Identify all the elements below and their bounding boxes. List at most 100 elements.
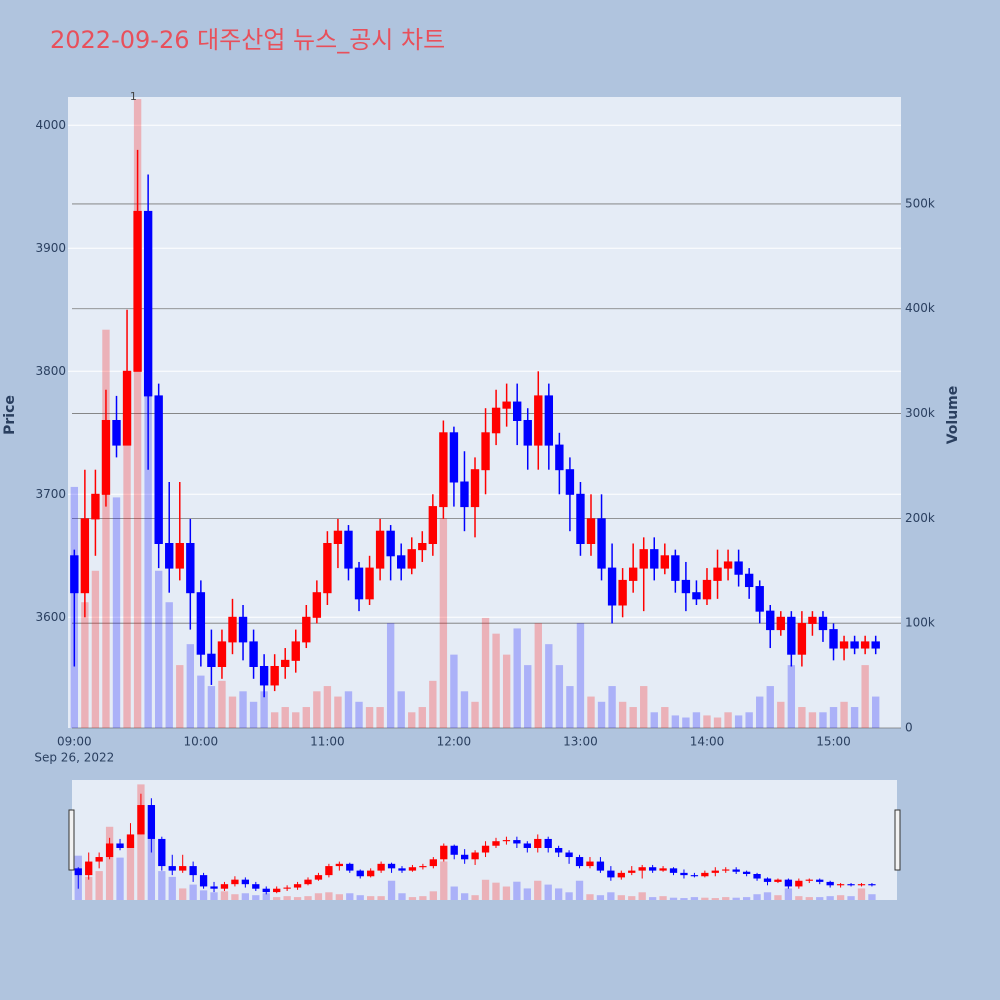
candle-body <box>734 561 743 575</box>
slider-volume-bar <box>168 876 176 900</box>
y2-tick-label: 300k <box>905 406 935 420</box>
slider-candle-body <box>293 884 302 888</box>
candle-body <box>91 493 100 520</box>
volume-bar <box>365 707 374 728</box>
volume-bar <box>861 665 869 728</box>
candle-body <box>344 530 353 569</box>
candle-body <box>365 567 374 600</box>
candle-body <box>671 555 680 581</box>
slider-candle-body <box>419 866 427 868</box>
candle-body <box>112 419 121 446</box>
candle-body <box>386 530 395 557</box>
range-slider[interactable] <box>72 780 897 900</box>
candle-body <box>418 542 427 551</box>
slider-candle-body <box>795 880 803 887</box>
volume-bar <box>418 707 426 728</box>
candle-body <box>607 567 617 606</box>
slider-volume-bar <box>648 897 657 900</box>
slider-candle-body <box>554 847 563 853</box>
volume-bar <box>218 680 226 728</box>
slider-candle-body <box>523 843 531 848</box>
volume-bar <box>133 99 142 729</box>
slider-handle[interactable] <box>68 809 75 871</box>
slider-volume-bar <box>335 894 343 900</box>
candle-body <box>101 419 111 495</box>
slider-candle-body <box>241 879 250 885</box>
volume-bar <box>439 518 448 728</box>
volume-bar <box>112 497 121 728</box>
candle-body <box>122 370 132 446</box>
candle-body <box>692 592 701 600</box>
slider-candle-body <box>711 870 719 873</box>
volume-bar <box>798 707 806 728</box>
slider-volume-bar <box>440 861 448 900</box>
candle-body <box>354 567 364 600</box>
y2-axis-title: Volume <box>945 386 961 445</box>
candle-body <box>639 549 648 569</box>
slider-candle-body <box>137 805 145 835</box>
slider-volume-bar <box>346 893 354 900</box>
slider-handle[interactable] <box>894 809 901 871</box>
slider-candle-body <box>659 868 667 871</box>
slider-candle-body <box>774 879 782 882</box>
volume-bar <box>450 654 458 728</box>
volume-bar <box>228 696 237 728</box>
slider-volume-bar <box>502 886 511 900</box>
candle-body <box>228 616 237 643</box>
slider-candle-body <box>638 867 646 871</box>
slider-volume-bar <box>283 896 291 900</box>
candle-body <box>259 665 269 686</box>
volume-bar <box>766 686 774 728</box>
slider-volume-bar <box>638 892 646 900</box>
volume-bar <box>724 712 732 728</box>
candle-body <box>702 579 712 600</box>
volume-bar <box>239 691 247 728</box>
chart-title: 2022-09-26 대주산업 뉴스_공시 차트 <box>50 26 445 54</box>
slider-volume-bar <box>304 896 312 900</box>
slider-candle-body <box>805 879 813 881</box>
slider-candle-body <box>492 841 500 846</box>
candle-body <box>323 542 332 594</box>
candle-body <box>681 579 691 594</box>
slider-candle-body <box>116 843 124 848</box>
slider-candle-body <box>534 838 542 848</box>
annotation: 1 <box>130 90 137 103</box>
x-tick-label: 10:00 <box>184 735 219 749</box>
y2-tick-label: 500k <box>905 196 935 210</box>
slider-candle-body <box>126 834 135 848</box>
slider-volume-bar <box>534 880 542 900</box>
slider-volume-bar <box>273 897 281 900</box>
slider-candle-body <box>335 863 343 867</box>
slider-volume-bar <box>711 898 719 900</box>
volume-bar <box>197 675 205 728</box>
slider-candle-body <box>502 840 511 842</box>
slider-volume-bar <box>732 897 740 900</box>
slider-candle-body <box>513 840 521 844</box>
candle-body <box>491 407 501 434</box>
slider-candle-body <box>199 875 208 887</box>
candle-body <box>302 616 311 643</box>
candle-body <box>207 653 216 667</box>
y-tick-label: 3700 <box>35 487 66 501</box>
slider-volume-bar <box>481 879 490 900</box>
volume-bar <box>281 707 289 728</box>
slider-volume-bar <box>669 897 678 900</box>
volume-bar <box>260 691 268 728</box>
slider-volume-bar <box>429 891 437 900</box>
slider-candle-body <box>753 873 761 879</box>
volume-bar <box>829 707 838 728</box>
slider-candle-body <box>565 852 573 858</box>
slider-volume-bar <box>105 826 114 900</box>
candle-body <box>628 567 638 581</box>
slider-candle-body <box>680 872 688 876</box>
candle-body <box>270 665 279 686</box>
candle-body <box>618 579 627 606</box>
slider-volume-bar <box>513 881 521 900</box>
slider-candle-body <box>847 884 855 886</box>
candle-body <box>70 555 79 594</box>
volume-bar <box>376 707 384 728</box>
volume-bar <box>555 665 564 728</box>
candle-body <box>787 616 796 655</box>
slider-volume-bar <box>680 898 688 900</box>
